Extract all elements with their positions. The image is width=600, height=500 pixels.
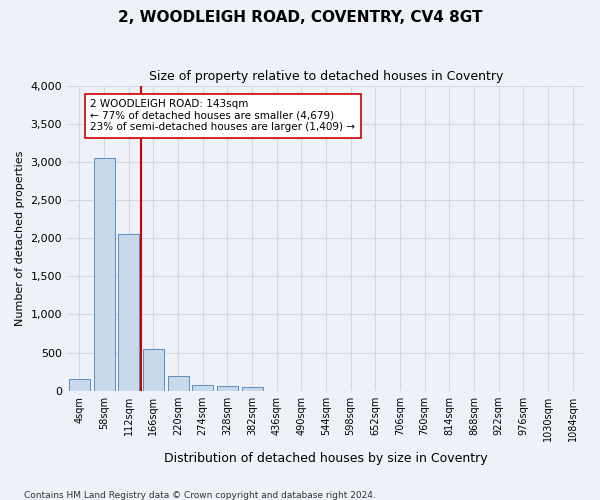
Bar: [217, 386, 238, 391]
Bar: [69, 380, 90, 391]
Bar: [242, 387, 263, 391]
Bar: [143, 349, 164, 391]
Bar: [118, 234, 139, 391]
Y-axis label: Number of detached properties: Number of detached properties: [15, 150, 25, 326]
Title: Size of property relative to detached houses in Coventry: Size of property relative to detached ho…: [149, 70, 503, 83]
Bar: [167, 376, 188, 391]
Text: 2 WOODLEIGH ROAD: 143sqm
← 77% of detached houses are smaller (4,679)
23% of sem: 2 WOODLEIGH ROAD: 143sqm ← 77% of detach…: [91, 100, 355, 132]
X-axis label: Distribution of detached houses by size in Coventry: Distribution of detached houses by size …: [164, 452, 488, 465]
Text: Contains HM Land Registry data © Crown copyright and database right 2024.: Contains HM Land Registry data © Crown c…: [24, 490, 376, 500]
Text: 2, WOODLEIGH ROAD, COVENTRY, CV4 8GT: 2, WOODLEIGH ROAD, COVENTRY, CV4 8GT: [118, 10, 482, 25]
Bar: [192, 384, 213, 391]
Bar: [94, 158, 115, 391]
